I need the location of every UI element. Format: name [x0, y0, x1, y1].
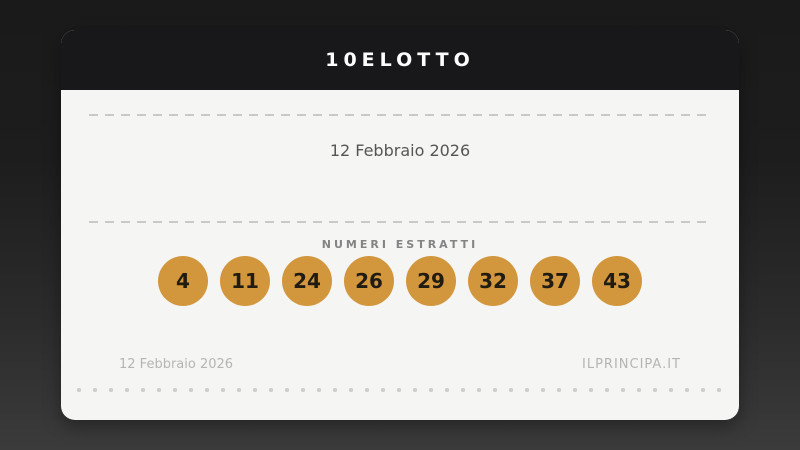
card-header: 10ELOTTO — [61, 30, 739, 90]
lottery-ball: 37 — [530, 256, 580, 306]
lottery-ball: 29 — [406, 256, 456, 306]
lottery-ball: 26 — [344, 256, 394, 306]
footer-site-name: ILPRINCIPA.IT — [582, 357, 681, 372]
lottery-ball: 32 — [468, 256, 518, 306]
lottery-result-card: 10ELOTTO 12 Febbraio 2026 NUMERI ESTRATT… — [61, 30, 739, 420]
numbers-row: 4 11 24 26 29 32 37 43 — [61, 256, 739, 306]
footer-date: 12 Febbraio 2026 — [119, 357, 234, 372]
game-title: 10ELOTTO — [325, 49, 475, 71]
lottery-ball: 4 — [158, 256, 208, 306]
numbers-extracted-label: NUMERI ESTRATTI — [321, 238, 479, 251]
lottery-ball: 43 — [592, 256, 642, 306]
lottery-ball: 24 — [282, 256, 332, 306]
draw-date: 12 Febbraio 2026 — [329, 141, 471, 160]
lottery-ball: 11 — [220, 256, 270, 306]
card-footer: 12 Febbraio 2026 ILPRINCIPA.IT — [61, 356, 739, 374]
dashed-divider-top — [89, 114, 711, 116]
dashed-divider-middle — [89, 221, 711, 223]
dotted-separator — [77, 388, 723, 392]
